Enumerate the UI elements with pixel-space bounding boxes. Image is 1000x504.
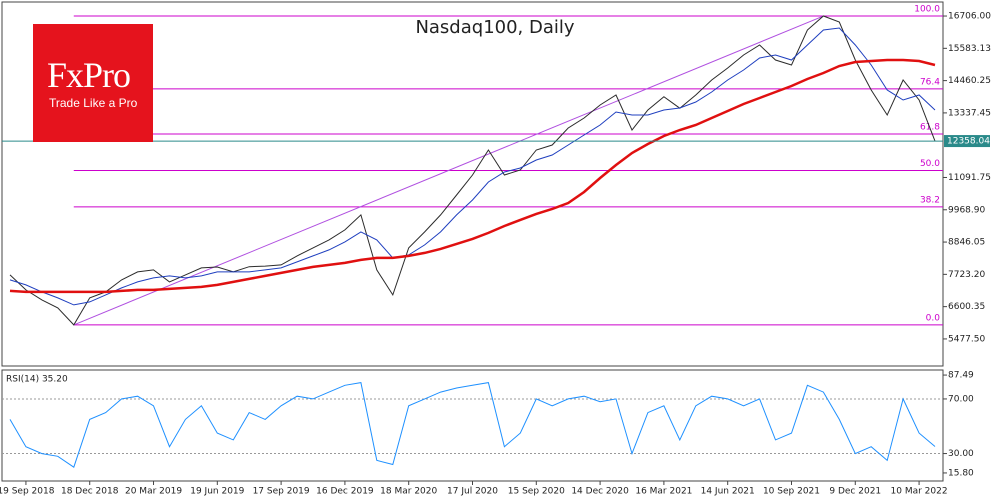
y-tick-label: 5477.50 bbox=[948, 334, 985, 344]
price-panel bbox=[1, 1, 944, 367]
y-tick-label: 9968.90 bbox=[948, 205, 985, 215]
rsi-panel bbox=[1, 369, 944, 482]
x-tick-label: 18 Dec 2018 bbox=[61, 487, 119, 497]
fib-label: 50.0 bbox=[920, 159, 940, 169]
chart-title: Nasdaq100, Daily bbox=[415, 17, 574, 38]
x-tick-label: 14 Dec 2020 bbox=[571, 487, 629, 497]
y-tick-label: 6600.35 bbox=[948, 302, 985, 312]
x-tick-label: 17 Jul 2020 bbox=[447, 487, 498, 497]
y-tick-label: 8846.05 bbox=[948, 238, 985, 248]
fib-label: 76.4 bbox=[920, 77, 940, 87]
y-tick-label: 15583.13 bbox=[948, 44, 991, 54]
x-tick-label: 18 Mar 2020 bbox=[380, 487, 437, 497]
x-tick-label: 9 Dec 2021 bbox=[829, 487, 881, 497]
x-tick-label: 10 Sep 2021 bbox=[763, 487, 820, 497]
rsi-title: RSI(14) 35.20 bbox=[6, 375, 68, 385]
x-tick-label: 15 Sep 2020 bbox=[508, 487, 565, 497]
y-tick-label: 30.00 bbox=[948, 449, 974, 459]
series-line bbox=[9, 382, 936, 468]
series-line bbox=[9, 27, 936, 306]
fib-label: 0.0 bbox=[926, 313, 941, 323]
fib-label: 38.2 bbox=[920, 195, 940, 205]
x-tick-label: 10 Mar 2022 bbox=[891, 487, 948, 497]
x-tick-label: 14 Jun 2021 bbox=[701, 487, 755, 497]
x-tick-label: 16 Mar 2021 bbox=[635, 487, 692, 497]
y-tick-label: 11091.75 bbox=[948, 173, 991, 183]
last-price-label: 12358.04 bbox=[947, 137, 990, 147]
logo-brand: FxPro bbox=[47, 55, 131, 95]
last-price-box bbox=[944, 135, 990, 148]
y-tick-label: 16706.00 bbox=[948, 12, 991, 22]
x-tick-label: 20 Mar 2019 bbox=[125, 487, 182, 497]
series-line bbox=[9, 15, 936, 326]
y-tick-label: 7723.20 bbox=[948, 270, 985, 280]
x-tick-label: 19 Sep 2018 bbox=[0, 487, 55, 497]
series-line bbox=[9, 58, 936, 294]
logo: FxPro Trade Like a Pro bbox=[33, 24, 153, 142]
y-tick-label: 15.80 bbox=[948, 468, 974, 478]
y-tick-label: 13337.45 bbox=[948, 108, 991, 118]
logo-tagline: Trade Like a Pro bbox=[49, 96, 138, 110]
fib-label: 100.0 bbox=[914, 5, 940, 15]
y-tick-label: 70.00 bbox=[948, 394, 974, 404]
y-tick-label: 87.49 bbox=[948, 371, 974, 381]
trendline bbox=[73, 15, 824, 326]
x-tick-label: 16 Dec 2019 bbox=[316, 487, 374, 497]
x-tick-label: 19 Jun 2019 bbox=[190, 487, 244, 497]
y-tick-label: 14460.25 bbox=[948, 76, 991, 86]
x-tick-label: 17 Sep 2019 bbox=[253, 487, 310, 497]
